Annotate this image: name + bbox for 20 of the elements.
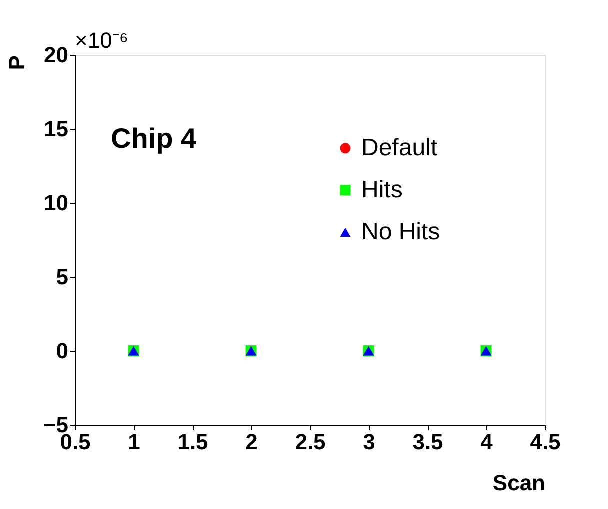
x-tick-label: 4: [480, 430, 494, 454]
x-tick-label: 2: [246, 430, 258, 454]
x-tick-label: 3: [363, 430, 376, 454]
x-tick-label: 3.5: [412, 430, 444, 454]
annotation: Chip 4: [111, 123, 197, 154]
x-tick-label: 2.5: [295, 430, 326, 454]
x-tick-label: 4.5: [530, 430, 561, 454]
legend-label: Default: [362, 134, 438, 162]
x-tick-label: 1.5: [178, 430, 208, 454]
y-tick-label: 0: [56, 338, 68, 364]
y-tick-label: 10: [44, 190, 68, 216]
y-tick-label: 15: [44, 116, 68, 142]
y-tick-label: 20: [44, 42, 68, 68]
legend-label: No Hits: [362, 218, 440, 246]
y-axis-title: P: [4, 56, 30, 70]
legend-label: Hits: [362, 176, 403, 204]
text: ×10⁻⁶: [75, 28, 128, 53]
x-tick-label: 1: [128, 430, 140, 454]
x-axis-title: Scan: [492, 470, 546, 496]
y-tick-label: 5: [56, 264, 68, 290]
